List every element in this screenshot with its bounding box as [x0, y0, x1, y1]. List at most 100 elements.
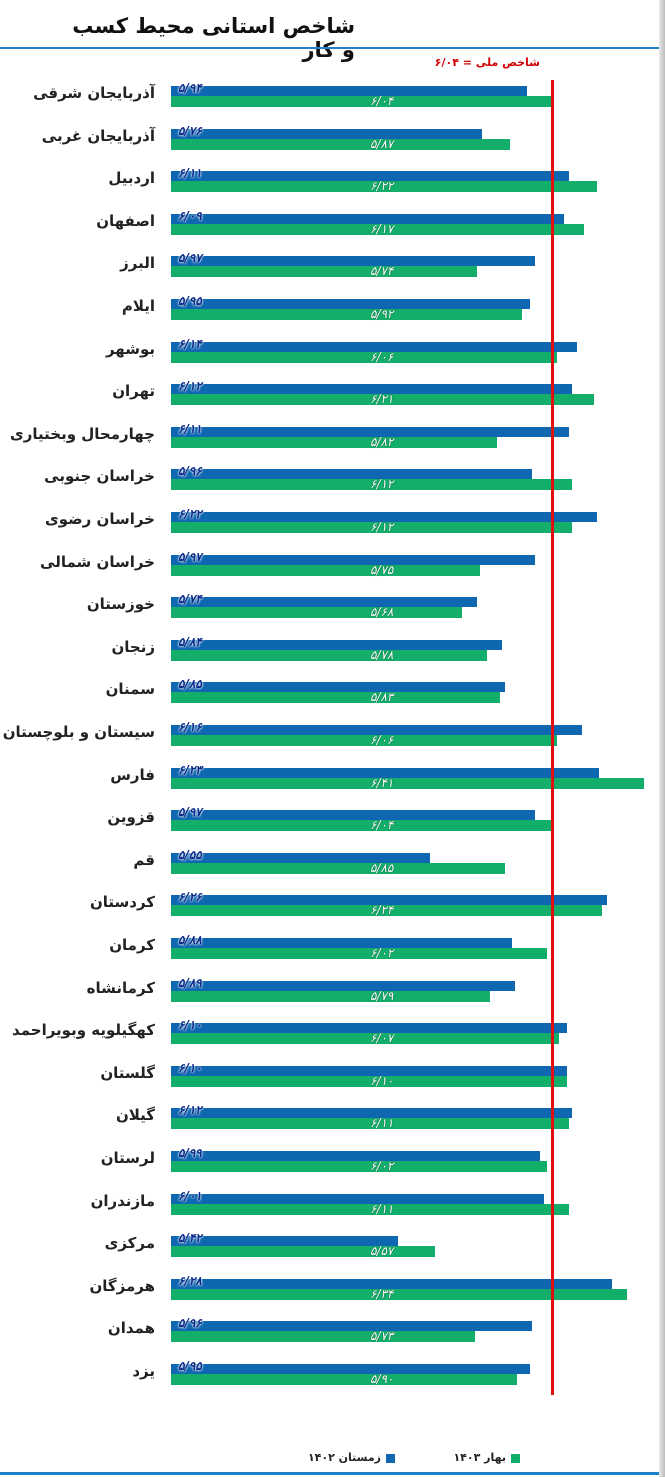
bar-spring-1403 [171, 649, 488, 661]
value-label-winter-1402: ۶/۱۶ [178, 720, 202, 734]
province-label: خراسان جنوبی [44, 467, 155, 486]
bar-winter-1402 [171, 852, 431, 863]
value-label-winter-1402: ۶/۱۴ [178, 336, 202, 351]
value-label-spring-1403: ۶/۳۴ [370, 1286, 394, 1301]
value-label-spring-1403: ۵/۶۸ [370, 605, 394, 620]
bar-spring-1403 [171, 266, 478, 278]
bar-winter-1402 [171, 299, 530, 309]
province-label: مازندران [90, 1191, 155, 1210]
province-label: چهارمحال وبختیاری [10, 424, 155, 443]
value-label-spring-1403: ۵/۸۲ [370, 434, 394, 449]
bar-spring-1403 [171, 309, 523, 320]
bar-spring-1403 [171, 1331, 475, 1343]
bar-spring-1403 [171, 1203, 570, 1215]
bar-spring-1403 [171, 820, 552, 832]
chart-row: یزد ۵/۹۵ ۵/۹۰ [0, 1359, 665, 1386]
value-label-spring-1403: ۵/۹۲ [370, 307, 394, 321]
province-label: هرمزگان [89, 1276, 155, 1295]
province-label: ایلام [121, 297, 155, 315]
chart-row: فارس ۶/۲۳ ۶/۴۱ [0, 763, 665, 790]
province-label: مرکزی [104, 1234, 155, 1253]
chart-row: گلستان ۶/۱۰ ۶/۱۰ [0, 1061, 665, 1088]
bar-winter-1402 [171, 426, 570, 437]
bar-spring-1403 [171, 607, 463, 619]
bar-spring-1403 [171, 522, 572, 533]
province-label: خراسان شمالی [40, 552, 155, 571]
chart-row: خوزستان ۵/۷۴ ۵/۶۸ [0, 592, 665, 620]
value-label-spring-1403: ۶/۰۲ [370, 946, 394, 960]
value-label-spring-1403: ۶/۱۲ [370, 520, 394, 534]
chart-row: البرز ۵/۹۷ ۵/۷۴ [0, 251, 665, 278]
bar-winter-1402 [171, 341, 577, 352]
value-label-winter-1402: ۶/۲۶ [178, 890, 202, 905]
province-label: بوشهر [105, 339, 155, 358]
bar-winter-1402 [171, 1151, 540, 1161]
bar-spring-1403 [171, 564, 480, 576]
province-label: کرمانشاه [86, 978, 155, 997]
bar-spring-1403 [171, 1161, 547, 1172]
province-label: اردبیل [108, 169, 155, 188]
value-label-winter-1402: ۵/۹۷ [178, 549, 202, 564]
value-label-winter-1402: ۵/۸۴ [178, 634, 202, 649]
province-label: آذربایجان شرقی [33, 84, 155, 102]
bar-winter-1402 [171, 384, 572, 395]
bar-winter-1402 [171, 639, 503, 650]
value-label-winter-1402: ۵/۸۹ [178, 975, 202, 990]
value-label-spring-1403: ۵/۷۸ [370, 647, 394, 662]
value-label-winter-1402: ۵/۹۵ [178, 294, 202, 308]
chart-row: گیلان ۶/۱۲ ۶/۱۱ [0, 1103, 665, 1130]
value-label-winter-1402: ۵/۹۷ [178, 805, 202, 820]
chart-row: همدان ۵/۹۶ ۵/۷۳ [0, 1316, 665, 1343]
province-label: سیستان و بلوچستان [2, 723, 155, 741]
value-label-winter-1402: ۵/۵۵ [178, 847, 202, 862]
bar-winter-1402 [171, 1236, 398, 1247]
chart-row: خراسان رضوی ۶/۲۲ ۶/۱۲ [0, 507, 665, 534]
bar-winter-1402 [171, 512, 597, 522]
value-label-spring-1403: ۶/۰۴ [370, 818, 394, 833]
chart-row: اردبیل ۶/۱۱ ۶/۲۲ [0, 166, 665, 193]
title-divider [0, 47, 659, 49]
value-label-winter-1402: ۶/۲۲ [178, 507, 202, 521]
value-label-spring-1403: ۶/۱۷ [370, 221, 394, 236]
value-label-spring-1403: ۵/۵۷ [370, 1244, 394, 1259]
bar-spring-1403 [171, 990, 490, 1002]
province-label: البرز [120, 254, 155, 273]
value-label-winter-1402: ۶/۱۲ [178, 1103, 202, 1118]
legend-item-spring-1403: بهار ۱۴۰۳ [453, 1451, 520, 1464]
province-label: آذربایجان غربی [41, 126, 155, 145]
bar-spring-1403 [171, 1288, 627, 1300]
province-label: قم [133, 850, 155, 869]
value-label-spring-1403: ۶/۰۴ [370, 94, 394, 108]
province-label: لرستان [100, 1149, 155, 1167]
value-label-winter-1402: ۶/۲۳ [178, 762, 202, 777]
value-label-spring-1403: ۵/۸۳ [370, 690, 394, 705]
bar-winter-1402 [171, 469, 533, 480]
bar-spring-1403 [171, 1246, 436, 1258]
province-label: گلستان [100, 1063, 155, 1082]
bar-spring-1403 [171, 479, 572, 491]
chart-row: کرمان ۵/۸۸ ۶/۰۲ [0, 933, 665, 960]
value-label-winter-1402: ۵/۷۶ [178, 123, 202, 138]
chart-row: قم ۵/۵۵ ۵/۸۵ [0, 848, 665, 875]
value-label-spring-1403: ۵/۸۷ [370, 136, 394, 151]
value-label-winter-1402: ۵/۹۴ [178, 81, 202, 95]
value-label-spring-1403: ۶/۰۷ [370, 1031, 394, 1046]
value-label-spring-1403: ۶/۰۲ [370, 1159, 394, 1173]
value-label-spring-1403: ۶/۴۱ [370, 775, 394, 790]
value-label-winter-1402: ۵/۸۸ [178, 933, 202, 947]
chart-title: شاخص استانی محیط کسب و کار [72, 14, 355, 62]
chart-row: لرستان ۵/۹۹ ۶/۰۲ [0, 1146, 665, 1173]
province-label: سمنان [105, 680, 155, 699]
bar-winter-1402 [171, 682, 505, 693]
bar-spring-1403 [171, 96, 552, 107]
bottom-divider [0, 1472, 659, 1475]
bar-spring-1403 [171, 223, 585, 235]
value-label-spring-1403: ۶/۰۶ [370, 349, 394, 364]
province-label: اصفهان [96, 211, 155, 230]
bar-winter-1402 [171, 895, 607, 906]
province-label: کردستان [89, 893, 155, 912]
bar-winter-1402 [171, 980, 515, 991]
value-label-winter-1402: ۵/۹۵ [178, 1359, 202, 1373]
bar-winter-1402 [171, 86, 528, 96]
bar-winter-1402 [171, 725, 582, 735]
